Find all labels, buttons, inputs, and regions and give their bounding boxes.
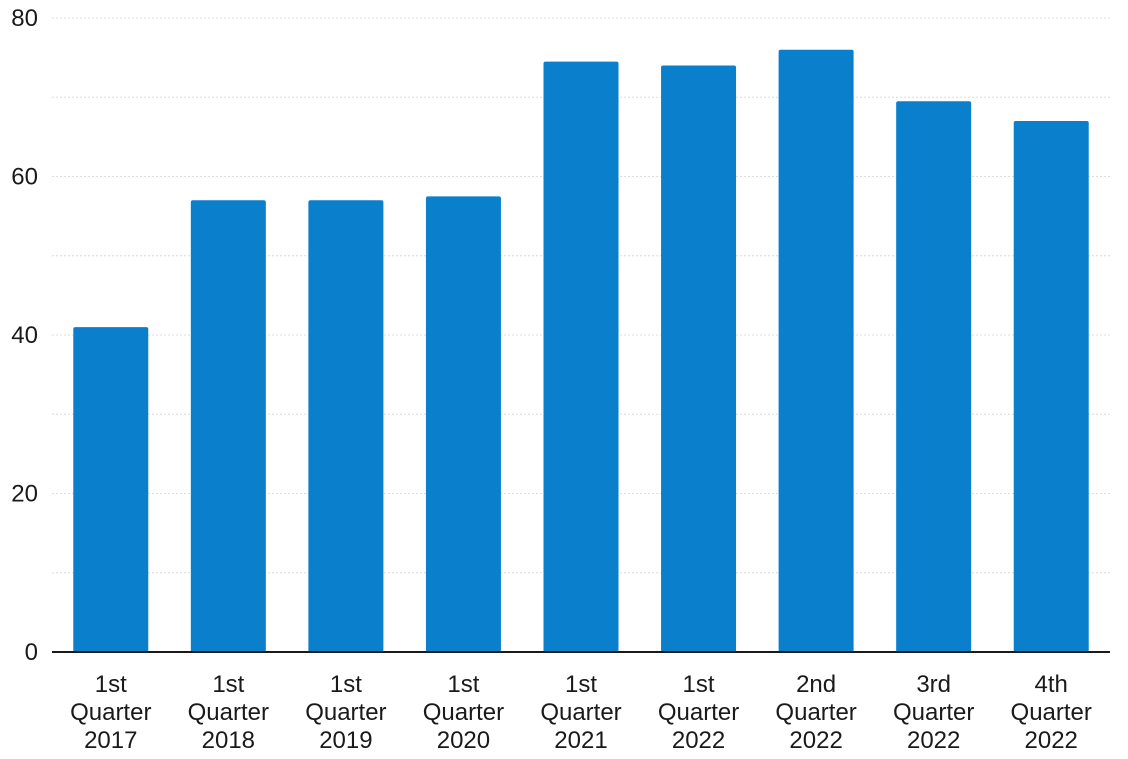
x-tick-label: 1st Quarter 2019 [305, 671, 386, 754]
x-tick-label: 2nd Quarter 2022 [775, 671, 856, 754]
y-tick-label: 60 [11, 164, 38, 191]
x-tick-label-line: 1st [330, 671, 362, 698]
bar [661, 65, 737, 653]
bar [190, 200, 266, 652]
x-tick-label-line: Quarter [775, 699, 856, 726]
y-tick-label: 0 [25, 639, 38, 666]
x-tick-label-line: Quarter [423, 699, 504, 726]
x-tick-label: 1st Quarter 2020 [423, 671, 504, 754]
bar [543, 61, 619, 652]
x-tick-label-line: 2019 [319, 727, 372, 754]
x-tick-label: 1st Quarter 2017 [70, 671, 151, 754]
x-tick-label: 1st Quarter 2018 [188, 671, 269, 754]
x-tick-label: 1st Quarter 2022 [658, 671, 739, 754]
x-tick-label-line: 2022 [789, 727, 842, 754]
x-tick-label-line: 2022 [907, 727, 960, 754]
x-tick-label-line: 1st [447, 671, 479, 698]
bar [308, 200, 384, 652]
x-tick-label-line: Quarter [1011, 699, 1092, 726]
x-tick-label-line: 1st [95, 671, 127, 698]
x-tick-label-line: 2021 [554, 727, 607, 754]
x-tick-label-line: 2017 [84, 727, 137, 754]
x-tick-label-line: 3rd [916, 671, 951, 698]
y-tick-label: 80 [11, 5, 38, 32]
x-tick-label-line: 2020 [437, 727, 490, 754]
x-tick-label-line: 2018 [202, 727, 255, 754]
x-tick-label-line: Quarter [658, 699, 739, 726]
x-tick-label-line: 1st [565, 671, 597, 698]
bar [778, 49, 854, 652]
bar [425, 196, 501, 652]
x-tick-label-line: 1st [212, 671, 244, 698]
bars [73, 49, 1089, 653]
y-tick-label: 20 [11, 481, 38, 508]
y-axis-ticks: 0 20 40 60 80 [11, 5, 38, 666]
x-tick-label-line: 2nd [796, 671, 836, 698]
x-tick-label-line: 2022 [1025, 727, 1078, 754]
bar [896, 101, 972, 652]
x-tick-label-line: Quarter [188, 699, 269, 726]
x-tick-label-line: 2022 [672, 727, 725, 754]
x-tick-label: 3rd Quarter 2022 [893, 671, 974, 754]
x-tick-label-line: Quarter [893, 699, 974, 726]
x-tick-label: 1st Quarter 2021 [540, 671, 621, 754]
x-tick-label-line: Quarter [70, 699, 151, 726]
x-tick-label: 4th Quarter 2022 [1011, 671, 1092, 754]
x-tick-label-line: 4th [1035, 671, 1068, 698]
bar [73, 327, 149, 652]
y-tick-label: 40 [11, 322, 38, 349]
x-tick-label-line: Quarter [305, 699, 386, 726]
x-tick-label-line: Quarter [540, 699, 621, 726]
x-tick-label-line: 1st [683, 671, 715, 698]
bar [1013, 121, 1089, 652]
